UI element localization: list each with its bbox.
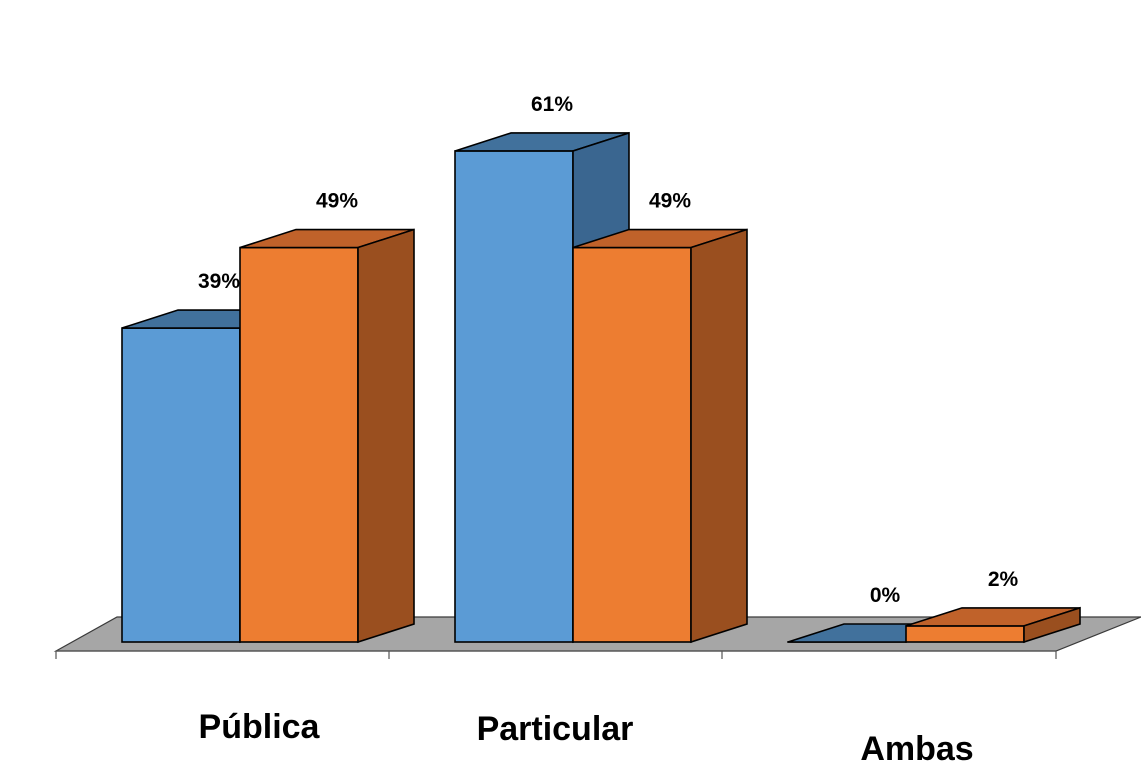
data-label: 49% (649, 190, 691, 213)
bar-side (1023, 606, 1081, 644)
data-label: 0% (870, 584, 901, 607)
bar-front (572, 246, 692, 643)
data-label: 61% (531, 93, 573, 116)
category-label: Ambas (860, 730, 973, 768)
bar-front (454, 150, 574, 643)
data-label: 2% (988, 568, 1019, 591)
bar-front (121, 327, 241, 643)
category-label: Particular (477, 710, 634, 748)
bar-front (239, 246, 359, 643)
bar-2-3 (905, 606, 1081, 644)
bar-2-1 (239, 228, 415, 644)
data-label: 39% (198, 270, 240, 293)
bar-side (357, 228, 415, 644)
data-label: 49% (316, 190, 358, 213)
category-label: Pública (199, 708, 321, 746)
bar-2-2 (572, 228, 748, 644)
bar-side (690, 228, 748, 644)
bar-front (905, 625, 1025, 643)
